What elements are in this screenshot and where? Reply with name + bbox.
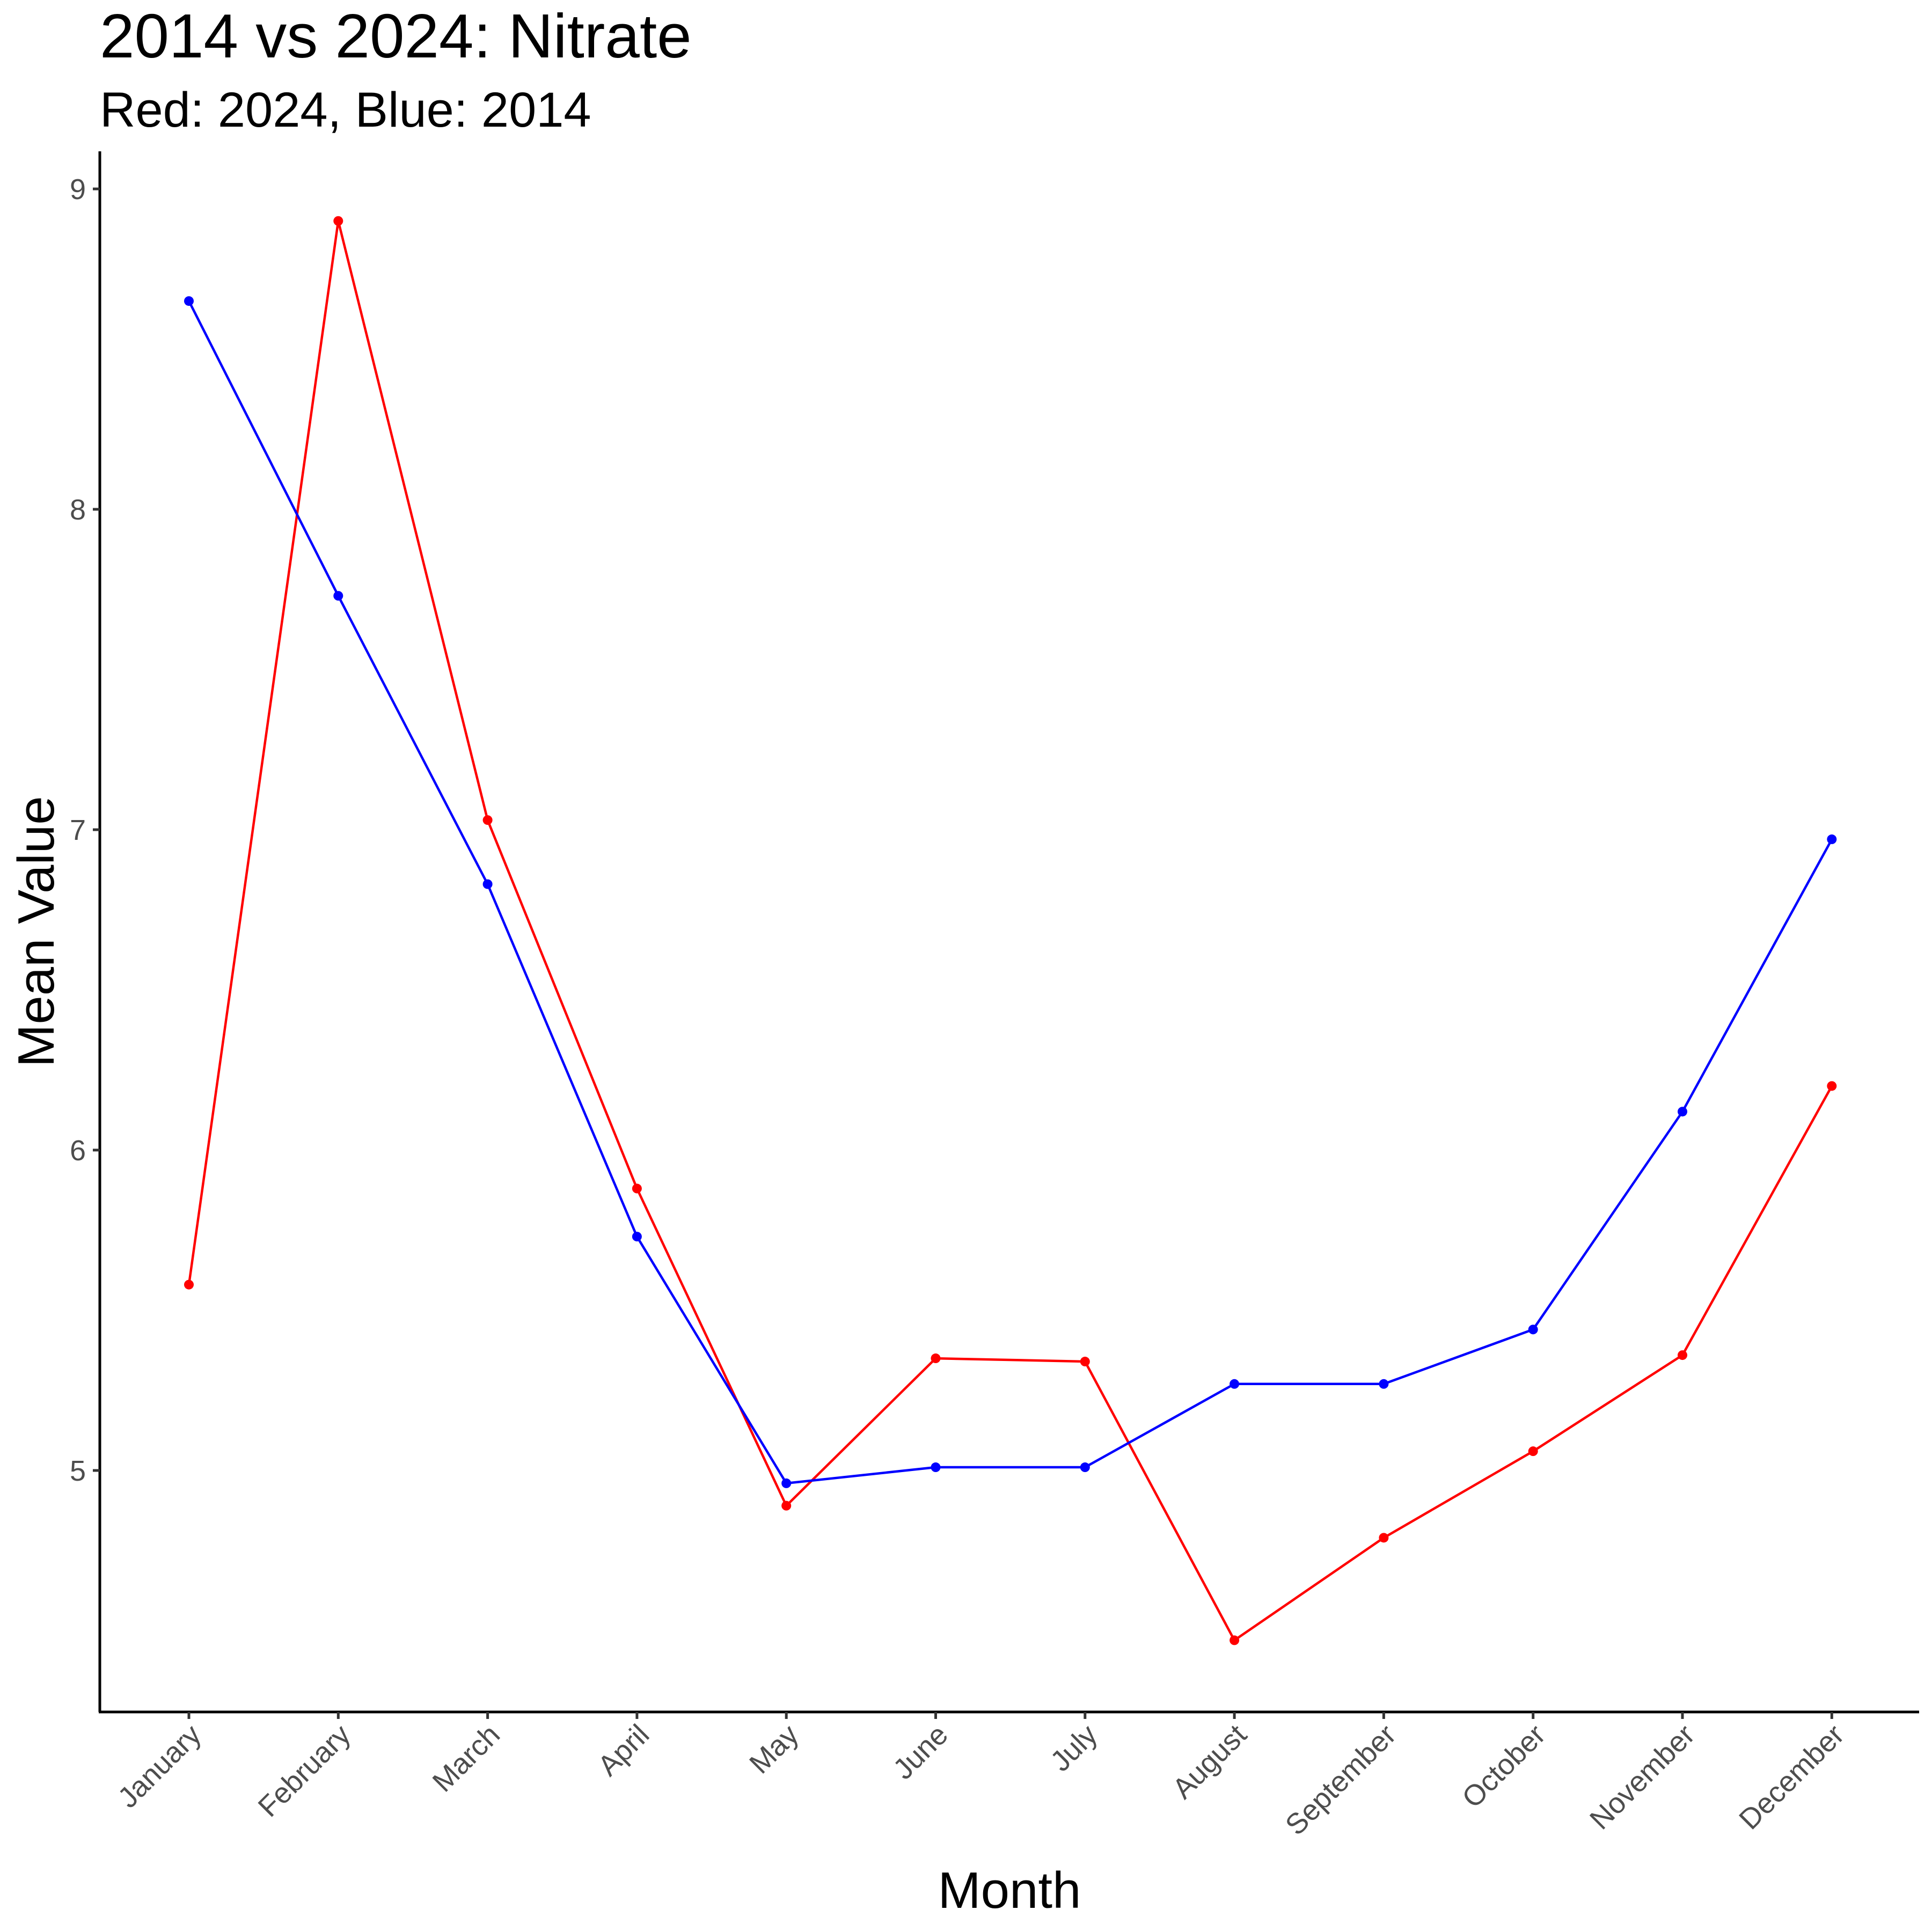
series-1-point [1379, 1379, 1389, 1389]
series-1-point [931, 1462, 941, 1473]
series-1-point [1080, 1462, 1090, 1473]
y-axis-ticks: 5 6 7 8 9 [70, 173, 100, 1487]
series-0-point [1528, 1446, 1538, 1457]
series-1-point [1528, 1324, 1538, 1335]
series-line-0 [187, 219, 1833, 1642]
y-tick-label: 8 [70, 494, 86, 526]
chart-title: 2014 vs 2024: Nitrate [100, 1, 692, 71]
series-1-point [1230, 1379, 1240, 1389]
series-1-point [1827, 834, 1837, 844]
series-0-point [1230, 1635, 1240, 1645]
y-axis-title: Mean Value [8, 796, 65, 1067]
y-tick-label: 5 [70, 1455, 86, 1487]
series-0-point [1379, 1533, 1389, 1543]
series-0-point [333, 216, 343, 226]
series-0-point [781, 1501, 792, 1511]
series-0-point [184, 1279, 194, 1290]
chart-subtitle: Red: 2024, Blue: 2014 [100, 83, 591, 137]
series-1-point [1678, 1107, 1687, 1117]
series-0-point [1678, 1350, 1687, 1360]
y-tick-label: 6 [70, 1135, 86, 1167]
series-0-point [931, 1353, 941, 1364]
series-line-1 [187, 300, 1833, 1485]
x-axis-title: Month [938, 1862, 1081, 1919]
series-0-point [1080, 1357, 1090, 1367]
series-1-point [184, 296, 194, 306]
series-1-point [632, 1232, 642, 1242]
series-0-point [482, 815, 493, 825]
series-1-point [781, 1478, 792, 1488]
y-tick-label: 7 [70, 814, 86, 846]
y-tick-label: 9 [70, 173, 86, 206]
series-0-point [632, 1183, 642, 1194]
series-1-point [333, 591, 343, 601]
plot-area [184, 216, 1837, 1645]
series-1-point [482, 879, 493, 889]
series-0-point [1827, 1081, 1837, 1091]
